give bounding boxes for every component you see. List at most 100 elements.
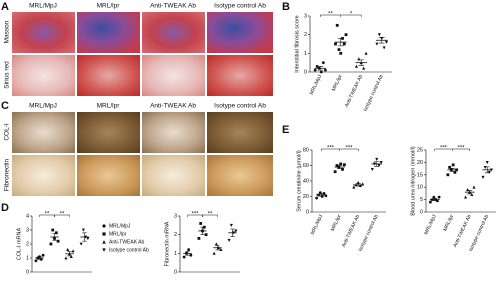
panel-c-images xyxy=(12,112,273,196)
y-axis-label: Fibronectin mRNA xyxy=(164,221,170,266)
significance-bracket xyxy=(452,148,470,151)
group-header: Anti-TWEAK Ab xyxy=(150,3,196,10)
data-point xyxy=(322,192,326,195)
micrograph xyxy=(12,12,75,53)
group-header: MRL/lpr xyxy=(97,103,121,110)
micrograph xyxy=(12,155,75,196)
x-tick-label: MRL/MpJ xyxy=(310,213,325,235)
micrograph xyxy=(207,155,273,196)
data-point xyxy=(334,42,337,46)
row-label: Fibronectin xyxy=(4,159,11,192)
y-tick-label: 3 xyxy=(26,227,29,233)
legend-marker xyxy=(102,240,106,244)
error-bar xyxy=(358,59,365,66)
significance-label: *** xyxy=(191,212,199,218)
error-bar xyxy=(67,251,72,257)
legend-label: MRL/lpr xyxy=(109,231,127,237)
data-point xyxy=(86,237,90,241)
error-bar xyxy=(230,228,235,237)
data-point xyxy=(339,51,343,55)
y-tick-label: 20 xyxy=(417,160,423,166)
row-label: COL-I xyxy=(4,123,11,141)
group-header: MRL/MpJ xyxy=(29,103,57,110)
x-tick-label: Anti-TWEAK Ab xyxy=(452,214,472,249)
legend-label: MRL/MpJ xyxy=(109,223,131,229)
error-bar xyxy=(378,37,385,44)
data-point xyxy=(385,40,389,44)
panel-label: B xyxy=(282,1,290,13)
data-point xyxy=(64,256,68,260)
y-tick-label: 1 xyxy=(174,251,177,257)
data-point xyxy=(323,68,327,72)
panel-label: E xyxy=(282,124,289,136)
x-tick-label: Isotype control Ab xyxy=(363,74,385,113)
data-point xyxy=(199,222,203,225)
significance-label: * xyxy=(350,12,353,18)
group-header: MRL/lpr xyxy=(97,3,121,10)
data-point xyxy=(470,192,474,197)
micrograph xyxy=(142,112,205,153)
y-tick-label: 0 xyxy=(420,209,423,215)
error-bar xyxy=(355,183,361,187)
data-point xyxy=(375,42,379,46)
error-bar xyxy=(200,226,205,235)
x-tick-label: MRL/lpr xyxy=(331,74,344,93)
y-tick-label: 5 xyxy=(420,197,423,203)
y-tick-label: 0 xyxy=(306,209,309,215)
data-point xyxy=(69,254,73,258)
data-point xyxy=(335,23,339,27)
data-point xyxy=(187,248,191,252)
significance-label: ** xyxy=(45,212,50,218)
data-point xyxy=(318,191,322,195)
micrograph xyxy=(77,112,140,153)
micrograph xyxy=(77,155,140,196)
data-point xyxy=(472,185,476,189)
data-point xyxy=(56,239,60,243)
y-tick-label: 25 xyxy=(417,147,423,153)
micrograph xyxy=(77,12,140,53)
micrograph xyxy=(12,55,75,96)
error-bar xyxy=(215,245,220,251)
error-bar xyxy=(318,193,324,197)
error-bar xyxy=(52,233,57,241)
micrograph xyxy=(142,55,205,96)
y-tick-label: 0 xyxy=(174,269,177,275)
y-tick-label: 60 xyxy=(303,163,309,169)
significance-label: ** xyxy=(208,212,213,218)
x-tick-label: Isotype control Ab xyxy=(358,214,380,253)
data-point xyxy=(34,259,38,263)
y-tick-label: 80 xyxy=(303,147,309,153)
legend-marker xyxy=(102,232,106,236)
data-point xyxy=(437,195,441,199)
significance-bracket xyxy=(202,214,218,217)
y-tick-label: 0 xyxy=(304,69,307,75)
y-axis-label: Blood urea nitrogen (mmol/l) xyxy=(410,146,416,216)
data-point xyxy=(339,162,343,166)
data-point xyxy=(319,70,323,74)
data-point xyxy=(49,242,53,246)
y-tick-label: 20 xyxy=(303,194,309,200)
data-point xyxy=(432,195,436,199)
micrograph xyxy=(12,112,75,153)
error-bar xyxy=(337,38,344,47)
data-point xyxy=(315,65,319,68)
data-point xyxy=(485,161,489,165)
x-tick-label: Isotype control Ab xyxy=(468,214,490,253)
significance-label: ** xyxy=(328,12,333,18)
micrograph xyxy=(77,55,140,96)
data-point xyxy=(333,170,337,174)
data-point xyxy=(41,253,45,257)
data-point xyxy=(377,33,381,37)
data-point xyxy=(435,199,439,203)
data-point xyxy=(342,163,346,167)
data-point xyxy=(197,237,201,240)
group-header: Isotype control Ab xyxy=(214,3,266,10)
data-point xyxy=(219,247,223,251)
significance-label: ** xyxy=(60,212,65,218)
data-point xyxy=(364,51,368,55)
data-point xyxy=(315,196,319,200)
data-point xyxy=(182,255,186,259)
significance-bracket xyxy=(54,214,70,217)
error-bar xyxy=(484,166,490,174)
